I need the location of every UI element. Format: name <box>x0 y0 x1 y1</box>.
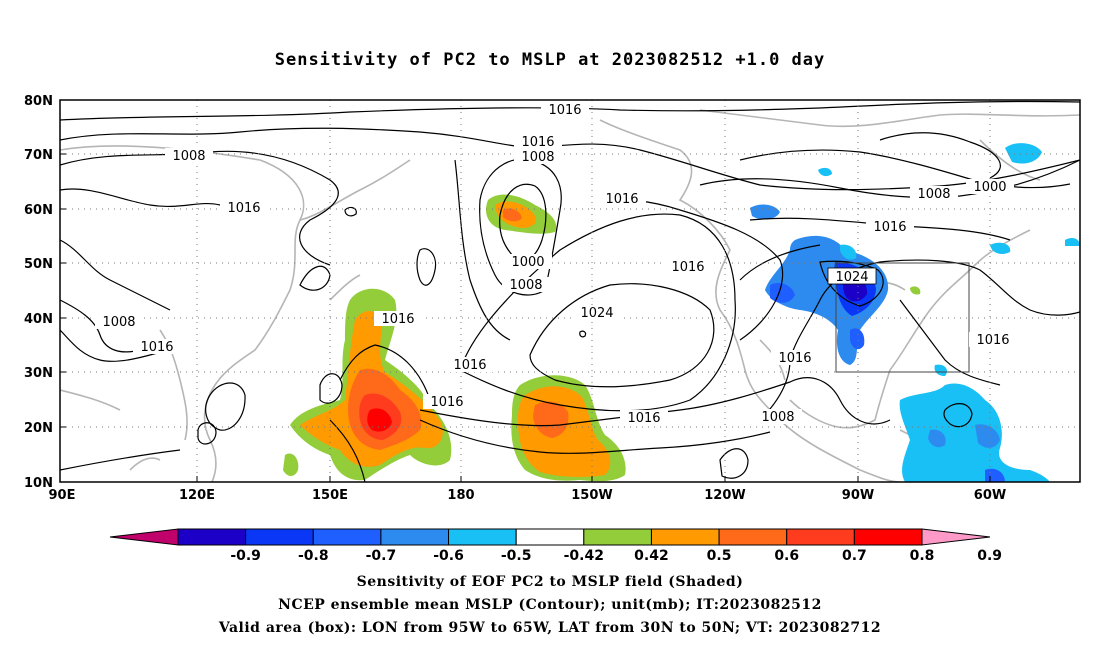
contour-label: 1024 <box>580 306 613 321</box>
colorbar-segment <box>515 528 585 546</box>
colorbar-label: -0.6 <box>433 548 464 564</box>
contour-label: 1008 <box>521 150 554 165</box>
contour-label: 1000 <box>511 255 544 270</box>
colorbar-segment <box>448 528 517 546</box>
contour-label: 1016 <box>227 201 260 216</box>
lon-label: 90E <box>49 488 76 503</box>
lon-label: 150E <box>312 488 348 503</box>
caption-shaded: Sensitivity of EOF PC2 to MSLP field (Sh… <box>356 574 744 590</box>
contour-label: 1008 <box>917 187 950 202</box>
colorbar-segment <box>718 528 788 546</box>
contour-label: 1008 <box>172 149 205 164</box>
contour-label: 1016 <box>605 192 638 207</box>
colorbar-segment <box>380 528 450 546</box>
lon-label: 120E <box>179 488 215 503</box>
lon-label: 60W <box>974 488 1006 503</box>
contour-label: 1008 <box>102 315 135 330</box>
lat-label: 20N <box>24 421 53 436</box>
colorbar-label: 0.8 <box>910 548 935 564</box>
lon-label: 120W <box>704 488 745 503</box>
contour-label: 1016 <box>521 135 554 150</box>
colorbar: -0.9 -0.8 -0.7 -0.6 -0.5 -0.42 0.42 0.5 0.6 0.7 0.… <box>109 528 1002 564</box>
colorbar-label: 0.6 <box>774 548 799 564</box>
contour-label: 1016 <box>381 312 414 327</box>
contour-label: 1016 <box>430 395 463 410</box>
colorbar-segment <box>177 528 247 546</box>
lat-label: 50N <box>24 257 53 272</box>
lon-label: 180 <box>447 488 474 503</box>
contour-label: 1016 <box>976 333 1009 348</box>
lat-label: 60N <box>24 203 53 218</box>
contour-label: 1016 <box>627 411 660 426</box>
graticule <box>60 100 1080 482</box>
contour-label: 1008 <box>761 410 794 425</box>
lat-label: 80N <box>24 94 53 109</box>
chart-title: Sensitivity of PC2 to MSLP at 2023082512… <box>274 50 826 70</box>
colorbar-label: -0.7 <box>366 548 397 564</box>
contour-label: 1016 <box>873 220 906 235</box>
colorbar-label: -0.42 <box>564 548 604 564</box>
contour-labels: 1016 1016 1008 1008 1016 1000 1008 1016 … <box>95 102 1017 425</box>
lat-label: 30N <box>24 366 53 381</box>
colorbar-label: -0.8 <box>298 548 329 564</box>
caption-valid-area: Valid area (box): LON from 95W to 65W, L… <box>218 620 882 636</box>
colorbar-segment <box>312 528 382 546</box>
map-frame <box>59 99 1081 483</box>
contour-label: 1016 <box>778 351 811 366</box>
latitude-labels: 80N 70N 60N 50N 40N 30N 20N 10N <box>24 94 53 491</box>
tick-marks <box>60 99 991 482</box>
contour-label: 1016 <box>671 260 704 275</box>
colorbar-label: 0.9 <box>977 548 1002 564</box>
colorbar-segment <box>583 528 652 546</box>
contour-label: 1024 <box>835 270 868 285</box>
colorbar-label: 0.7 <box>842 548 867 564</box>
contour-label: 1016 <box>548 103 581 118</box>
lat-label: 70N <box>24 148 53 163</box>
contour-label: 1000 <box>973 180 1006 195</box>
colorbar-segment <box>853 528 923 546</box>
colorbar-label: -0.9 <box>230 548 261 564</box>
colorbar-label: 0.42 <box>634 548 669 564</box>
contour-label: 1016 <box>453 358 486 373</box>
lon-label: 90W <box>842 488 874 503</box>
contour-label: 1016 <box>140 340 173 355</box>
contour-label: 1008 <box>509 278 542 293</box>
colorbar-min-arrow <box>109 528 179 546</box>
colorbar-segment <box>650 528 720 546</box>
lat-label: 10N <box>24 476 53 491</box>
colorbar-max-arrow <box>921 528 991 546</box>
colorbar-segment <box>245 528 314 546</box>
colorbar-label: -0.5 <box>501 548 532 564</box>
lat-label: 40N <box>24 312 53 327</box>
colorbar-label: 0.5 <box>707 548 732 564</box>
longitude-labels: 90E 120E 150E 180 150W 120W 90W 60W <box>49 488 1007 503</box>
valid-area-box <box>835 262 970 373</box>
caption-contour: NCEP ensemble mean MSLP (Contour); unit(… <box>278 597 822 613</box>
colorbar-segment <box>786 528 855 546</box>
lon-label: 150W <box>571 488 612 503</box>
